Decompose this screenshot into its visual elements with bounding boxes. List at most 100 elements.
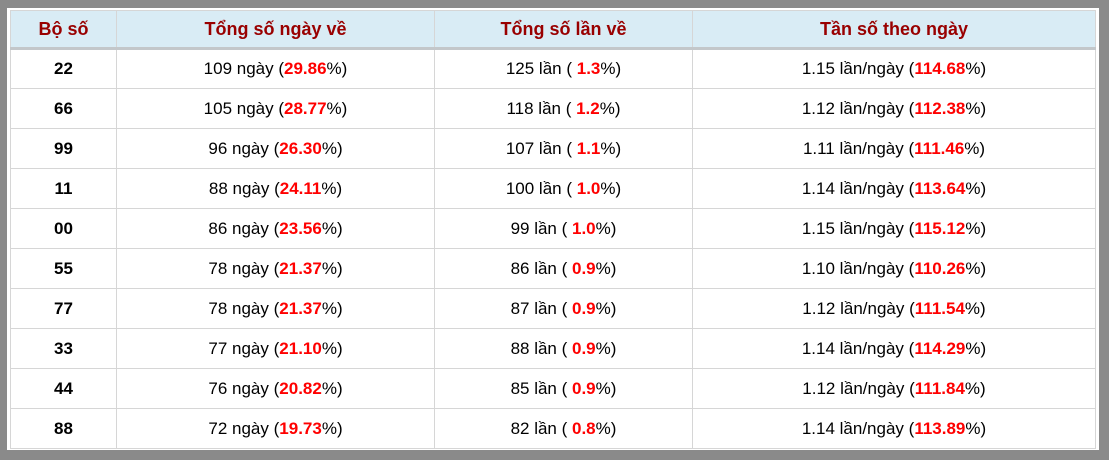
days-percentage: 19.73 <box>279 418 322 438</box>
frequency-percentage: 112.38 <box>914 98 966 118</box>
times-percentage: 0.8 <box>572 418 596 438</box>
times-cell: 99 lần ( 1.0%) <box>434 208 693 249</box>
days-cell: 77 ngày (21.10%) <box>116 328 435 369</box>
paren-close: %) <box>600 59 622 78</box>
times-cell: 100 lần ( 1.0%) <box>434 168 693 209</box>
days-cell: 76 ngày (20.82%) <box>116 368 435 409</box>
frequency-percentage: 110.26 <box>914 258 966 278</box>
pair-cell: 00 <box>10 208 117 249</box>
paren-close: %) <box>595 218 617 238</box>
times-value: 99 lần <box>510 218 557 238</box>
frequency-cell: 1.11 lần/ngày (111.46%) <box>692 128 1096 169</box>
frequency-percentage: 114.68 <box>914 59 966 78</box>
table-row: 99 96 ngày (26.30%) 107 lần ( 1.1%) 1.11… <box>10 128 1096 169</box>
paren-open: ( <box>903 138 915 158</box>
days-value: 96 ngày <box>208 138 269 158</box>
days-cell: 88 ngày (24.11%) <box>116 168 435 209</box>
paren-open: ( <box>903 59 915 78</box>
paren-open: ( <box>560 98 577 118</box>
paren-open: ( <box>903 258 915 278</box>
frequency-percentage: 111.54 <box>914 298 965 318</box>
frequency-value: 1.12 lần/ngày <box>802 298 905 318</box>
paren-close: %) <box>965 98 987 118</box>
pair-value: 66 <box>54 98 73 118</box>
paren-close: %) <box>326 98 348 118</box>
paren-close: %) <box>326 59 348 78</box>
paren-close: %) <box>599 98 621 118</box>
days-percentage: 24.11 <box>279 178 322 198</box>
frequency-value: 1.14 lần/ngày <box>801 418 904 438</box>
paren-open: ( <box>903 178 915 198</box>
paren-open: ( <box>268 138 280 158</box>
days-percentage: 23.56 <box>279 218 322 238</box>
pair-statistics-table: Bộ số Tổng số ngày về Tổng số lần về Tần… <box>10 10 1096 449</box>
paren-open: ( <box>269 178 280 198</box>
times-percentage: 0.9 <box>572 258 596 278</box>
frequency-cell: 1.14 lần/ngày (113.64%) <box>692 168 1096 209</box>
days-percentage: 21.10 <box>279 338 322 358</box>
paren-close: %) <box>600 178 622 198</box>
frequency-percentage: 113.64 <box>914 178 966 198</box>
times-percentage: 1.0 <box>572 218 596 238</box>
table-row: 22 109 ngày (29.86%) 125 lần ( 1.3%) 1.1… <box>10 48 1096 89</box>
frequency-value: 1.14 lần/ngày <box>801 338 904 358</box>
pair-cell: 11 <box>10 168 117 209</box>
paren-open: ( <box>904 378 915 398</box>
paren-close: %) <box>321 258 343 278</box>
times-percentage: 1.2 <box>576 98 600 118</box>
times-cell: 118 lần ( 1.2%) <box>434 88 693 129</box>
days-value: 76 ngày <box>208 378 269 398</box>
frequency-cell: 1.12 lần/ngày (111.54%) <box>692 288 1096 329</box>
times-value: 88 lần <box>510 338 557 358</box>
times-cell: 107 lần ( 1.1%) <box>434 128 693 169</box>
paren-open: ( <box>268 218 280 238</box>
pair-value: 88 <box>54 418 73 438</box>
frequency-value: 1.12 lần/ngày <box>802 378 905 398</box>
times-cell: 88 lần ( 0.9%) <box>434 328 693 369</box>
paren-close: %) <box>321 298 343 318</box>
header-cell-days: Tổng số ngày về <box>116 10 435 50</box>
days-cell: 105 ngày (28.77%) <box>116 88 435 129</box>
paren-open: ( <box>556 258 572 278</box>
paren-close: %) <box>964 378 986 398</box>
paren-open: ( <box>903 338 915 358</box>
paren-close: %) <box>595 298 617 318</box>
paren-open: ( <box>903 418 915 438</box>
frequency-cell: 1.12 lần/ngày (111.84%) <box>692 368 1096 409</box>
days-value: 78 ngày <box>208 298 269 318</box>
paren-open: ( <box>556 218 572 238</box>
paren-open: ( <box>556 378 572 398</box>
paren-open: ( <box>904 298 915 318</box>
paren-open: ( <box>561 178 577 198</box>
header-cell-pair: Bộ số <box>10 10 117 50</box>
days-cell: 96 ngày (26.30%) <box>116 128 435 169</box>
days-percentage: 28.77 <box>284 98 327 118</box>
frequency-percentage: 111.46 <box>914 138 965 158</box>
pair-cell: 33 <box>10 328 117 369</box>
table-row: 55 78 ngày (21.37%) 86 lần ( 0.9%) 1.10 … <box>10 248 1096 289</box>
paren-close: %) <box>321 418 343 438</box>
days-percentage: 26.30 <box>279 138 322 158</box>
pair-value: 00 <box>54 218 73 238</box>
frequency-percentage: 113.89 <box>914 418 966 438</box>
paren-close: %) <box>321 378 343 398</box>
paren-open: ( <box>903 218 915 238</box>
paren-open: ( <box>268 298 280 318</box>
pair-cell: 22 <box>10 48 117 89</box>
times-percentage: 0.9 <box>572 298 596 318</box>
header-row: Bộ số Tổng số ngày về Tổng số lần về Tần… <box>10 10 1096 50</box>
frequency-value: 1.14 lần/ngày <box>801 178 904 198</box>
paren-close: %) <box>321 218 343 238</box>
days-cell: 86 ngày (23.56%) <box>116 208 435 249</box>
times-value: 125 lần <box>505 59 562 78</box>
times-percentage: 1.0 <box>576 178 601 198</box>
table-row: 33 77 ngày (21.10%) 88 lần ( 0.9%) 1.14 … <box>10 328 1096 369</box>
times-cell: 86 lần ( 0.9%) <box>434 248 693 289</box>
times-percentage: 1.1 <box>576 138 601 158</box>
times-value: 85 lần <box>510 378 557 398</box>
frequency-percentage: 114.29 <box>914 338 966 358</box>
times-value: 86 lần <box>510 258 557 278</box>
paren-close: %) <box>965 258 987 278</box>
times-value: 118 lần <box>506 98 561 118</box>
